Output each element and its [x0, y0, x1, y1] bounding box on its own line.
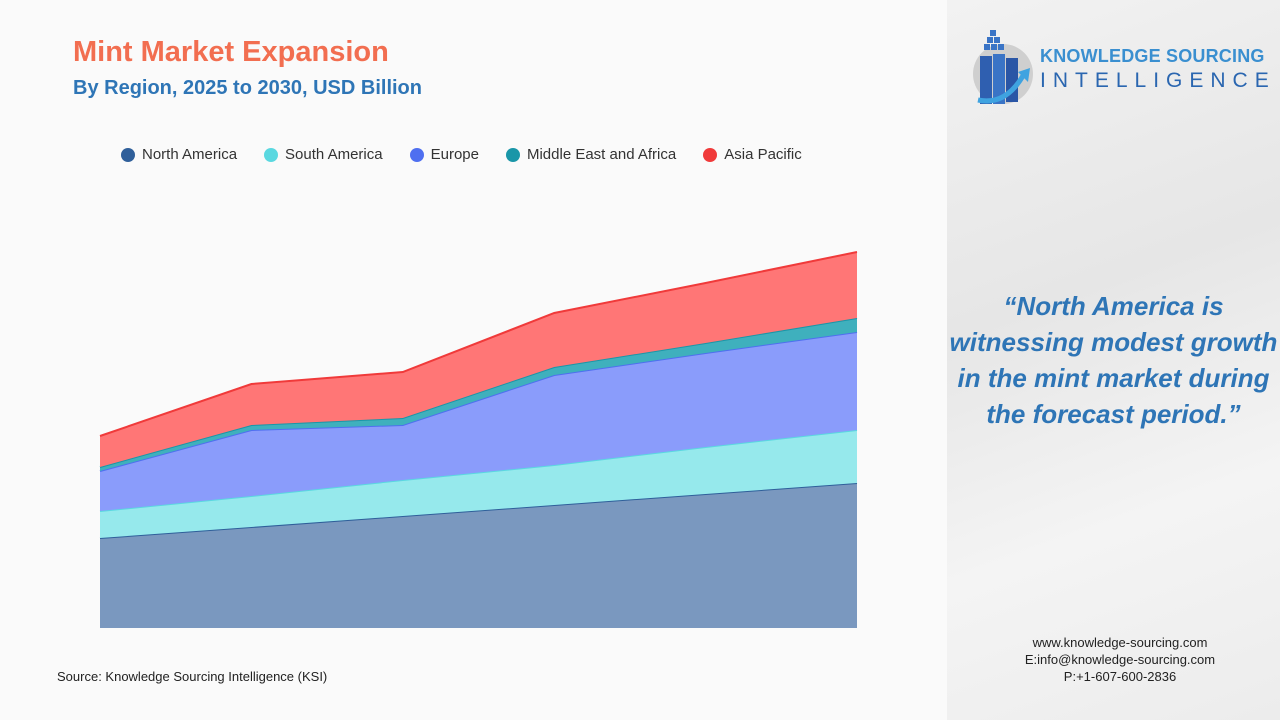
legend-dot — [703, 147, 718, 162]
logo-emblem-icon — [973, 30, 1033, 104]
ksi-logo: KNOWLEDGE SOURCING INTELLIGENCE — [972, 30, 1276, 108]
chart-subtitle: By Region, 2025 to 2030, USD Billion — [73, 77, 422, 99]
phone: P:+1-607-600-2836 — [1063, 669, 1177, 684]
website[interactable]: www.knowledge-sourcing.com — [1032, 635, 1208, 650]
area-middle-east-and-africa — [100, 318, 857, 471]
contact-info: www.knowledge-sourcing.com E:info@knowle… — [947, 634, 1280, 685]
email[interactable]: E:info@knowledge-sourcing.com — [1024, 652, 1216, 667]
legend-dot — [121, 147, 135, 162]
legend-item-north-america: North America — [121, 146, 237, 163]
legend-label: Middle East and Africa — [526, 146, 677, 163]
area-asia-pacific — [100, 252, 857, 467]
legend-item-asia-pacific: Asia Pacific — [703, 146, 802, 163]
chart-title: Mint Market Expansion — [73, 36, 389, 68]
legend-label: South America — [285, 146, 383, 163]
legend-label: North America — [142, 146, 238, 163]
area-south-america — [100, 430, 857, 538]
legend-label: Europe — [430, 146, 479, 163]
line-asia-pacific — [99, 251, 858, 437]
legend-dot — [409, 147, 424, 162]
source-note: Source: Knowledge Sourcing Intelligence … — [57, 669, 328, 684]
area-europe — [100, 332, 857, 511]
legend: North America South America Europe Middl… — [121, 146, 829, 163]
highlight-quote: “North America is witnessing modest grow… — [949, 291, 1278, 429]
legend-dot — [505, 147, 520, 162]
logo-line2: INTELLIGENCE — [1040, 68, 1276, 92]
quote-panel — [947, 0, 1280, 720]
area-north-america — [100, 483, 857, 628]
legend-item-europe: Europe — [409, 146, 479, 163]
legend-item-south-america: South America — [264, 146, 383, 163]
legend-label: Asia Pacific — [724, 146, 802, 163]
legend-item-mea: Middle East and Africa — [505, 146, 677, 163]
stacked-area-chart — [99, 251, 858, 628]
logo-line1: KNOWLEDGE SOURCING — [1040, 45, 1265, 66]
legend-dot — [264, 147, 279, 162]
